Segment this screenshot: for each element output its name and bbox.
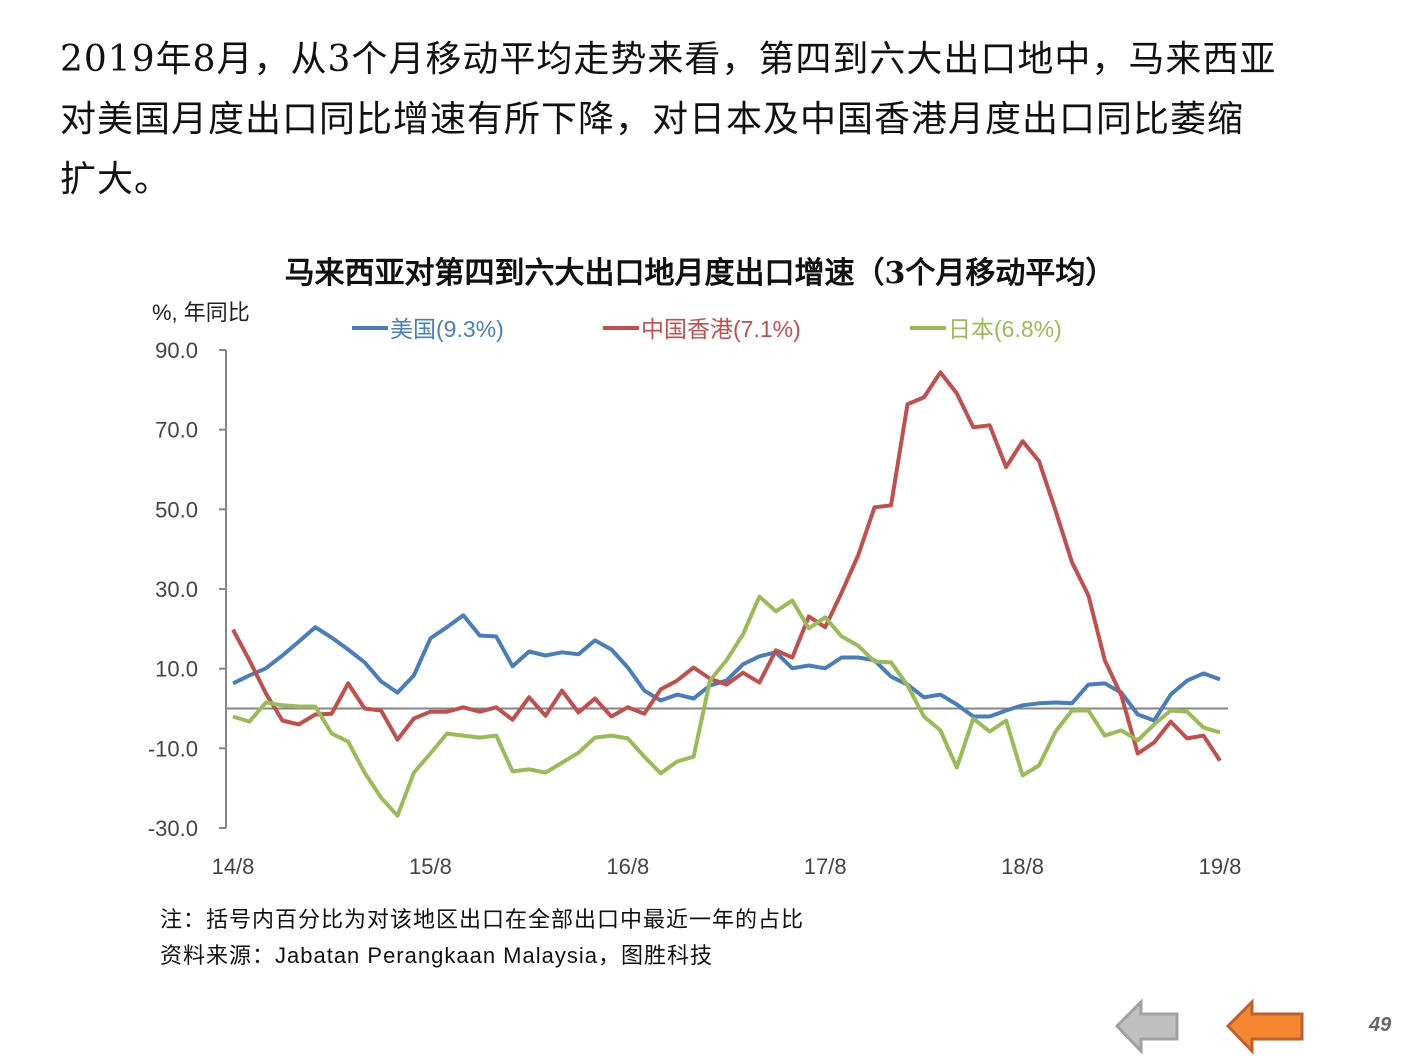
- series-line: [232, 594, 1221, 818]
- left-arrow-gray-icon[interactable]: [1114, 998, 1179, 1055]
- prev-page-button[interactable]: [1114, 998, 1179, 1055]
- summary-paragraph: 2019年8月，从3个月移动平均走势来看，第四到六大出口地中，马来西亚 对美国月…: [60, 30, 1276, 210]
- legend-label: 美国(9.3%): [390, 316, 504, 342]
- back-button[interactable]: [1225, 998, 1304, 1055]
- legend: 美国(9.3%) 中国香港(7.1%) 日本(6.8%): [352, 316, 1062, 342]
- legend-label: 中国香港(7.1%): [641, 316, 801, 342]
- legend-label: 日本(6.8%): [948, 316, 1062, 342]
- chart-note: 注：括号内百分比为对该地区出口在全部出口中最近一年的占比: [160, 907, 805, 932]
- y-tick-label: 30.0: [155, 577, 198, 602]
- y-tick-label: 10.0: [155, 657, 198, 682]
- x-tick-label: 19/8: [1199, 854, 1242, 879]
- y-tick-label: 70.0: [155, 418, 198, 443]
- x-tick-label: 16/8: [606, 854, 649, 879]
- y-tick-label: -10.0: [148, 736, 198, 761]
- y-tick-label: 90.0: [155, 338, 198, 363]
- x-tick-label: 17/8: [804, 854, 847, 879]
- y-axis-unit-label: %, 年同比: [152, 300, 250, 325]
- axes: 90.0 70.0 50.0 30.0 10.0 -10.0 -30.0 14/8 15/8 16…: [148, 338, 1242, 879]
- x-tick-label: 15/8: [409, 854, 452, 879]
- chart-title: 马来西亚对第四到六大出口地月度出口增速（3个月移动平均）: [285, 256, 1116, 291]
- series-lines: [231, 370, 1222, 818]
- chart-source: 资料来源：Jabatan Perangkaan Malaysia，图胜科技: [160, 943, 713, 968]
- y-tick-label: 50.0: [155, 497, 198, 522]
- series-line: [231, 370, 1222, 762]
- x-tick-label: 18/8: [1001, 854, 1044, 879]
- y-tick-label: -30.0: [148, 816, 198, 841]
- paragraph-line: 2019年8月，从3个月移动平均走势来看，第四到六大出口地中，马来西亚: [60, 39, 1277, 80]
- x-tick-label: 14/8: [212, 854, 255, 879]
- paragraph-line: 扩大。: [60, 159, 172, 200]
- left-arrow-orange-icon[interactable]: [1225, 998, 1304, 1055]
- series-line: [232, 613, 1221, 723]
- paragraph-line: 对美国月度出口同比增速有所下降，对日本及中国香港月度出口同比萎缩: [60, 99, 1245, 140]
- page-number: 49: [1369, 1014, 1392, 1036]
